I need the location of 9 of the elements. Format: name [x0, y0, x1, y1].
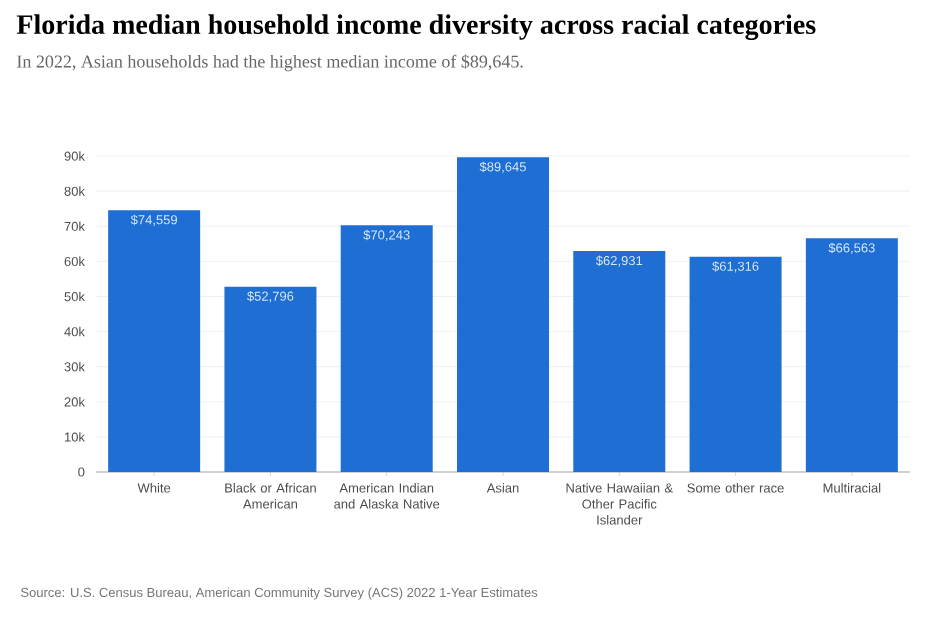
- bar: [457, 157, 549, 472]
- bar: [805, 238, 898, 472]
- bar: [108, 210, 201, 472]
- chart-title: Florida median household income diversity across racial categories: [16, 14, 816, 40]
- bar: [689, 256, 782, 472]
- bar: [340, 225, 433, 472]
- bar: [224, 286, 317, 472]
- chart-subtitle: In 2022, Asian households had the highest median income of $89,645.: [17, 54, 523, 72]
- bar: [573, 251, 666, 472]
